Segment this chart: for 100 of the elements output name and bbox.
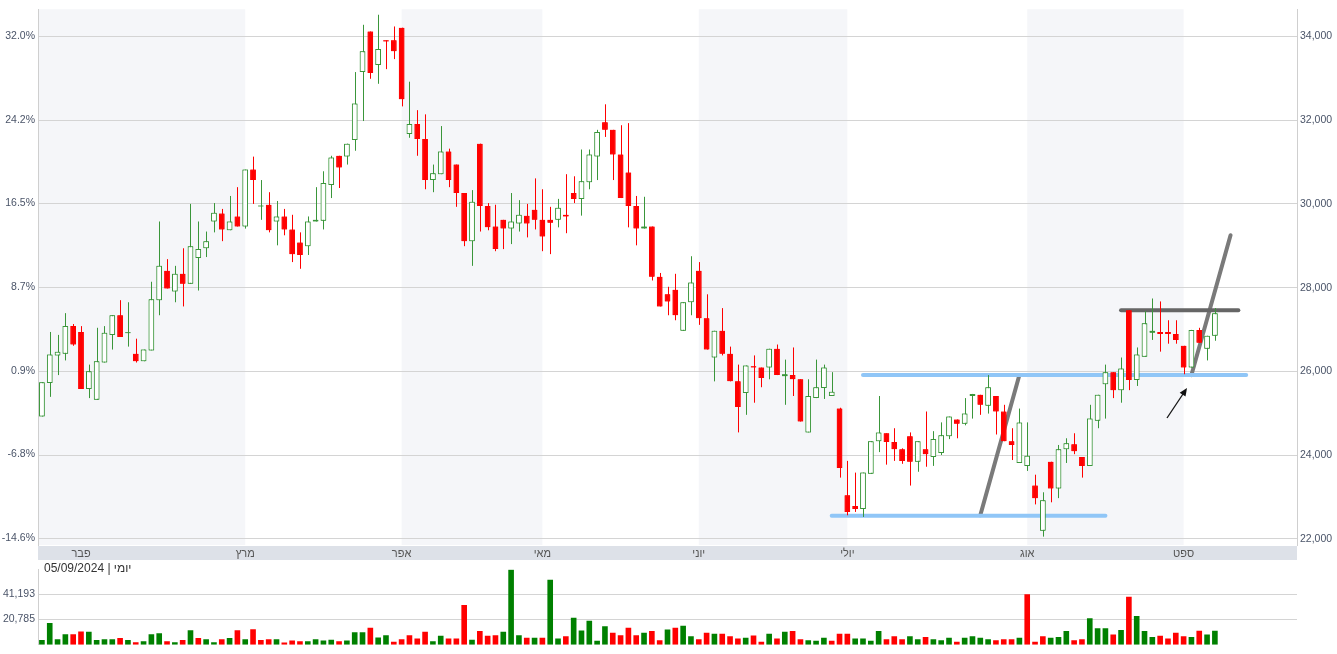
- bar: [993, 640, 999, 645]
- annotation: יומי | 05/09/2024: [44, 561, 132, 575]
- bar: [422, 631, 428, 645]
- x-tick-label: אפר: [391, 546, 412, 559]
- y-tick-label: 30,000: [1300, 196, 1333, 209]
- bar: [805, 640, 812, 645]
- bar: [117, 637, 123, 645]
- y2-tick-label: -14.6%: [1, 531, 35, 544]
- candlestick: [578, 149, 585, 217]
- candlestick: [1094, 394, 1101, 429]
- bar: [938, 640, 945, 645]
- bar: [1040, 636, 1046, 645]
- candlestick: [539, 188, 546, 252]
- bar: [821, 637, 827, 645]
- y2-tick-label: 32.0%: [5, 28, 35, 41]
- bar: [727, 636, 733, 645]
- candlestick: [312, 186, 319, 222]
- bar: [70, 634, 77, 645]
- candlestick: [1032, 474, 1038, 505]
- candlestick: [633, 195, 640, 246]
- y-tick-label: 26,000: [1300, 364, 1333, 377]
- candlestick: [914, 440, 921, 473]
- candlestick: [735, 364, 741, 433]
- bar: [1063, 631, 1070, 645]
- bar: [899, 639, 905, 645]
- bar: [132, 642, 139, 645]
- candlestick: [117, 299, 123, 338]
- bar: [523, 637, 530, 645]
- bar: [172, 642, 178, 645]
- bar: [164, 641, 170, 645]
- y2-tick-label: 0.9%: [11, 364, 35, 377]
- y-tick-label: 20,785: [2, 612, 36, 625]
- bar: [742, 637, 749, 645]
- bar: [1172, 632, 1179, 645]
- bar: [1000, 639, 1007, 645]
- x-tick-label: יולי: [840, 546, 855, 559]
- bar: [774, 638, 780, 645]
- bar: [218, 639, 225, 645]
- bar: [375, 637, 381, 645]
- candlestick: [547, 206, 554, 255]
- candlestick: [1008, 427, 1015, 461]
- candlestick: [555, 198, 561, 228]
- candlestick: [179, 247, 186, 307]
- bar: [719, 633, 726, 645]
- x-tick-label: מרץ: [235, 546, 255, 559]
- candlestick: [602, 103, 608, 138]
- candlestick: [766, 348, 772, 380]
- candlestick: [922, 410, 929, 468]
- candlestick: [719, 307, 726, 356]
- bar: [609, 632, 616, 645]
- candlestick: [484, 202, 491, 231]
- candlestick: [289, 214, 295, 263]
- y-tick-label: 32,000: [1300, 113, 1333, 126]
- bar: [946, 637, 952, 645]
- bar: [195, 637, 202, 645]
- candlestick: [406, 81, 413, 139]
- candlestick: [563, 173, 569, 234]
- y2-tick-label: 8.7%: [11, 280, 35, 293]
- bar: [1133, 615, 1140, 645]
- bar: [297, 641, 303, 645]
- bar: [430, 641, 436, 645]
- candlestick: [1079, 456, 1085, 479]
- bar: [641, 632, 647, 645]
- candlestick: [844, 460, 851, 516]
- candlestick: [930, 430, 937, 467]
- candlestick: [993, 395, 999, 436]
- candlestick: [1204, 335, 1210, 361]
- bar: [156, 633, 163, 645]
- candlestick: [875, 395, 882, 453]
- candlestick: [281, 208, 288, 236]
- candlestick: [531, 177, 538, 230]
- y-tick-label: 22,000: [1300, 531, 1333, 544]
- candlestick: [1071, 432, 1077, 455]
- bar: [1212, 630, 1218, 645]
- candlestick: [1102, 364, 1109, 420]
- candlestick: [883, 432, 890, 466]
- candlestick: [1118, 357, 1124, 404]
- candlestick: [570, 175, 577, 204]
- bar: [547, 579, 554, 645]
- bar: [383, 635, 389, 645]
- candlestick: [359, 24, 366, 122]
- y-tick-label: 28,000: [1300, 280, 1333, 293]
- bar: [250, 629, 256, 645]
- y-tick-label: 34,000: [1300, 29, 1333, 42]
- bar: [461, 604, 467, 645]
- bar: [211, 642, 217, 645]
- bar: [344, 640, 350, 645]
- candlestick: [132, 338, 139, 364]
- bar: [203, 639, 209, 645]
- bar: [852, 638, 858, 645]
- candlestick: [1149, 297, 1156, 341]
- bar: [860, 638, 866, 645]
- bar: [516, 635, 522, 645]
- candlestick: [1063, 437, 1070, 464]
- bar: [649, 631, 655, 645]
- candlestick: [164, 258, 170, 289]
- bar: [766, 633, 772, 645]
- candlestick: [203, 231, 209, 258]
- bar: [1110, 634, 1117, 645]
- bar: [109, 639, 116, 645]
